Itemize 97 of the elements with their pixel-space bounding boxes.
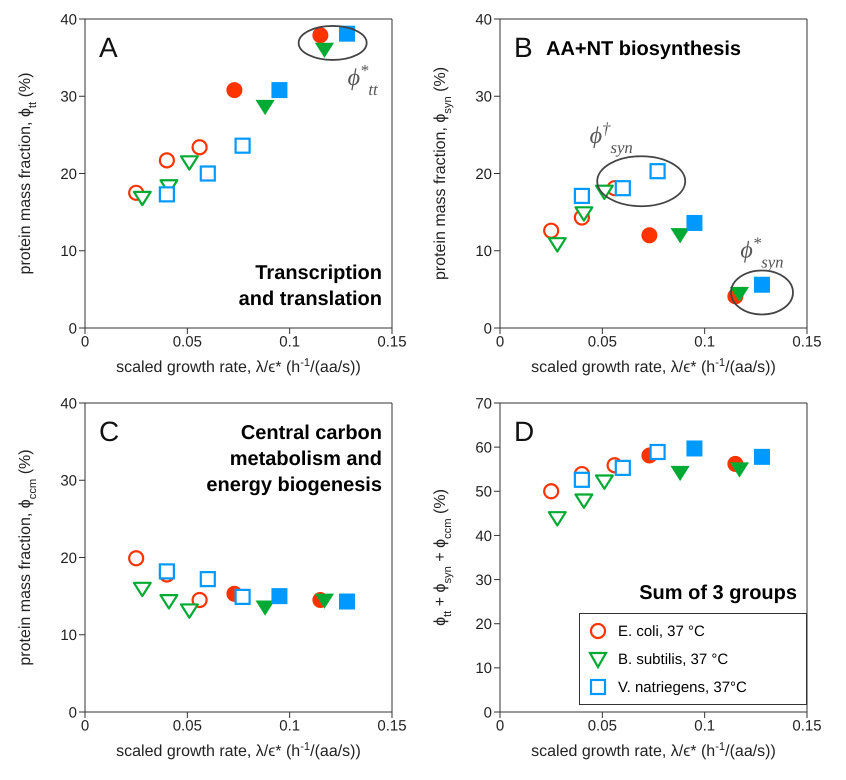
y-tick-label: 30 — [475, 88, 492, 106]
y-tick-label: 20 — [475, 166, 492, 183]
point — [574, 188, 590, 204]
point — [312, 27, 328, 44]
y-tick-label: 0 — [484, 320, 492, 338]
point — [234, 138, 251, 154]
y-tick-label: 0 — [484, 704, 492, 722]
annotation: D — [514, 416, 534, 447]
y-tick-label: 0 — [68, 320, 77, 338]
x-axis-title: scaled growth rate, λ/ϵ* (h$^{-1}$/(aa/s)) — [116, 741, 361, 760]
y-tick-label: 20 — [475, 616, 492, 634]
point — [649, 163, 666, 180]
y-tick-label: 30 — [475, 572, 492, 589]
x-tick-label: 0.05 — [588, 718, 617, 735]
x-tick-label: 0.1 — [279, 718, 300, 735]
x-tick-label: 0.15 — [377, 334, 407, 351]
point — [200, 571, 216, 588]
point — [256, 100, 275, 116]
y-tick-label: 40 — [475, 528, 492, 545]
x-axis-title: scaled growth rate, λ/ϵ* (h$^{-1}$/(aa/s)) — [531, 357, 776, 376]
point — [574, 206, 594, 222]
y-tick-label: 10 — [475, 660, 492, 678]
point — [686, 440, 702, 456]
point — [158, 186, 175, 202]
text: AA+NT biosynthesis — [546, 38, 742, 60]
x-tick-label: 0 — [496, 334, 504, 351]
point — [614, 180, 631, 196]
y-tick-label: 30 — [60, 88, 77, 106]
point — [226, 82, 242, 98]
point — [543, 483, 560, 500]
point — [180, 603, 199, 619]
point — [159, 594, 178, 610]
legend-label: V. natriegens, 37°C — [618, 678, 747, 696]
point — [730, 286, 750, 302]
x-tick-label: 0 — [80, 334, 90, 351]
y-tick-label: 70 — [475, 395, 492, 412]
point — [314, 594, 334, 609]
x-tick-label: 0.05 — [588, 334, 617, 351]
point — [670, 228, 690, 244]
y-tick-label: 10 — [475, 243, 492, 260]
point — [180, 155, 199, 171]
point — [271, 588, 288, 604]
point — [128, 550, 144, 566]
y-tick-label: 20 — [60, 166, 77, 183]
point — [271, 82, 288, 98]
point — [670, 466, 690, 482]
y-tick-label: 10 — [60, 243, 77, 260]
x-axis-title: scaled growth rate, λ/ϵ* (h$^{-1}$/(aa/s)) — [116, 357, 361, 376]
legend-label: E. coli, 37 °C — [618, 622, 705, 640]
y-tick-label: 0 — [68, 704, 77, 722]
point — [192, 592, 208, 608]
x-tick-label: 0.15 — [377, 718, 407, 735]
x-axis-title: scaled growth rate, λ/ϵ* (h$^{-1}$/(aa/s)) — [531, 741, 776, 760]
annotation: C — [99, 416, 120, 447]
text: Transcription and translation — [238, 262, 382, 310]
annotation: B — [514, 32, 533, 63]
x-tick-label: 0.15 — [792, 718, 822, 735]
y-tick-label: 40 — [60, 11, 77, 28]
x-tick-label: 0 — [496, 718, 504, 735]
x-tick-label: 0.1 — [694, 334, 716, 351]
annotation: A — [99, 32, 118, 63]
y-tick-label: 30 — [60, 472, 77, 490]
point — [754, 448, 770, 465]
point — [158, 152, 175, 168]
point — [649, 444, 666, 460]
point — [338, 594, 355, 610]
point — [641, 227, 658, 244]
y-tick-label: 20 — [60, 550, 77, 567]
point — [548, 511, 567, 527]
y-tick-label: 60 — [475, 439, 492, 456]
y-tick-label: 40 — [60, 395, 77, 412]
y-tick-label: 10 — [60, 627, 77, 644]
point — [614, 460, 631, 476]
x-tick-label: 0.1 — [694, 718, 716, 735]
point — [574, 472, 590, 488]
x-tick-label: 0.05 — [172, 718, 202, 735]
point — [686, 214, 702, 231]
point — [574, 493, 594, 509]
point — [192, 139, 208, 156]
text: Sum of 3 groups — [639, 582, 797, 604]
point — [132, 190, 152, 206]
x-tick-label: 0.05 — [172, 334, 202, 351]
x-tick-label: 0.1 — [279, 334, 300, 351]
y-tick-label: 50 — [475, 484, 492, 501]
point — [158, 563, 175, 580]
point — [548, 237, 567, 253]
x-tick-label: 0.15 — [792, 334, 822, 351]
point — [543, 222, 560, 239]
point — [730, 462, 750, 478]
point — [200, 165, 216, 182]
y-tick-label: 40 — [475, 11, 492, 28]
legend-label: B. subtilis, 37 °C — [618, 650, 728, 668]
text: Central carbon metabolism and energy biogenesis — [206, 422, 382, 496]
point — [234, 588, 251, 605]
point — [594, 474, 614, 490]
x-tick-label: 0 — [80, 718, 90, 735]
point — [132, 582, 152, 598]
